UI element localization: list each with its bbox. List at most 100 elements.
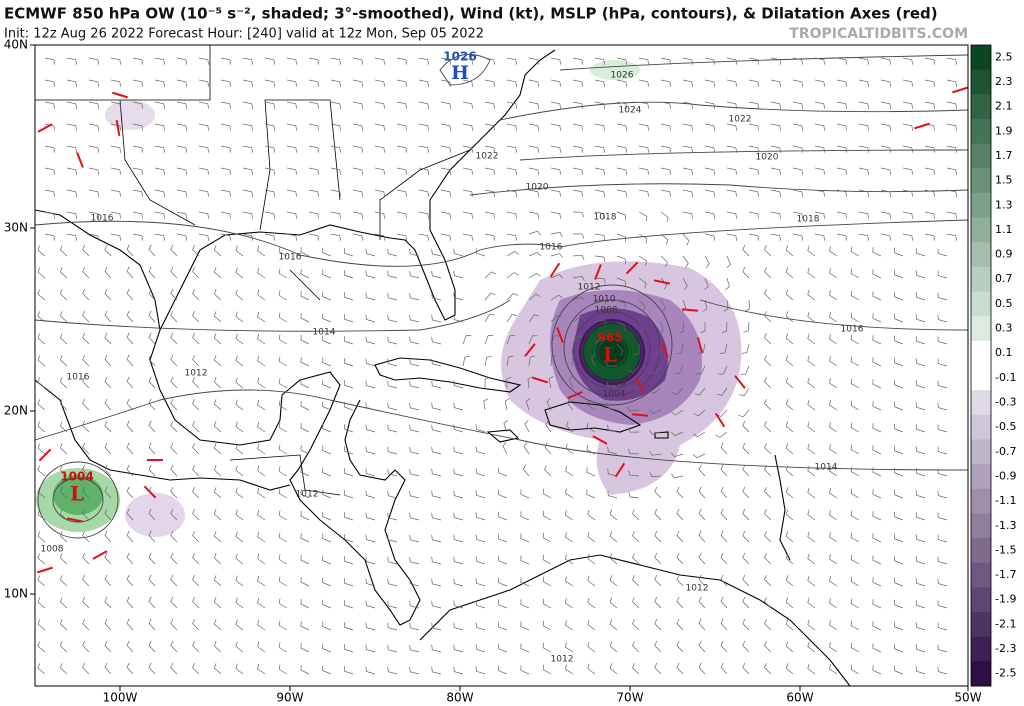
wind-barb — [176, 145, 188, 153]
wind-barb — [365, 336, 376, 345]
wind-barb — [110, 57, 122, 65]
wind-barb — [308, 145, 320, 153]
colorbar-label: -2.1 — [995, 617, 1016, 630]
wind-barb — [937, 292, 948, 301]
wind-barb — [104, 354, 112, 367]
wind-barb — [654, 552, 662, 565]
wind-barb — [278, 554, 288, 565]
wind-barb — [528, 145, 540, 153]
wind-barb — [213, 641, 222, 653]
wind-barb — [409, 248, 420, 257]
wind-barb — [654, 508, 662, 521]
wind-barb — [720, 596, 728, 609]
wind-barb — [104, 376, 112, 389]
wind-barb — [682, 277, 688, 290]
wind-barb — [572, 335, 583, 345]
wind-barb — [453, 600, 464, 609]
wind-barb — [278, 246, 288, 257]
wind-barb — [475, 490, 486, 499]
wind-barb — [343, 600, 354, 609]
wind-barb — [836, 57, 848, 65]
colorbar-label: 2.1 — [995, 100, 1013, 113]
wind-barb — [418, 233, 430, 241]
wind-barb — [792, 145, 804, 153]
wind-barb — [278, 422, 288, 433]
wind-barb — [104, 310, 112, 323]
wind-barb — [591, 353, 596, 367]
wind-barb — [850, 532, 860, 543]
wind-barb — [946, 211, 958, 219]
map-frame — [34, 44, 969, 687]
wind-barb — [792, 211, 804, 219]
wind-barb — [235, 245, 244, 257]
wind-barb — [82, 266, 90, 279]
wind-barb — [132, 167, 144, 175]
lon-label: 100W — [103, 691, 138, 705]
lon-label: 80W — [446, 691, 473, 705]
wind-barb — [235, 663, 244, 675]
lon-label: 70W — [616, 691, 643, 705]
wind-barb — [192, 420, 200, 433]
wind-barb — [726, 189, 738, 197]
wind-barb — [484, 167, 496, 175]
wind-barb — [59, 597, 68, 609]
wind-barb — [192, 244, 200, 257]
wind-barb — [264, 57, 276, 65]
wind-barb — [550, 57, 562, 65]
wind-barb — [409, 446, 420, 455]
wind-barb — [462, 167, 474, 175]
wind-barb — [785, 553, 794, 565]
wind-barb — [104, 618, 112, 631]
wind-barb — [946, 79, 958, 87]
wind-barb — [725, 277, 730, 290]
wind-barb — [607, 468, 618, 477]
wind-barb — [696, 365, 706, 375]
wind-barb — [807, 421, 816, 433]
wind-barb — [300, 291, 310, 301]
wind-barb — [638, 79, 650, 87]
isobar — [573, 311, 651, 389]
wind-barb — [176, 57, 188, 65]
wind-barb — [235, 399, 244, 411]
colorbar-swatch — [971, 439, 991, 465]
wind-barb — [387, 446, 398, 455]
wind-barb — [198, 211, 210, 219]
wind-barb — [343, 248, 354, 257]
wind-barb — [915, 358, 926, 367]
wind-barb — [937, 248, 948, 257]
wind-barb — [322, 599, 332, 609]
wind-barb — [565, 443, 574, 455]
wind-barb — [504, 398, 510, 411]
wind-barb — [409, 292, 420, 301]
wind-barb — [300, 599, 310, 609]
wind-barb — [924, 145, 936, 153]
wind-barb — [110, 189, 122, 197]
wind-barb — [748, 101, 760, 109]
ow-shading-negative — [125, 493, 185, 537]
isobar — [37, 461, 119, 539]
wind-barb — [104, 486, 112, 499]
wind-barb — [484, 145, 496, 153]
wind-barb — [894, 533, 904, 543]
wind-barb — [858, 79, 870, 87]
wind-barb — [632, 597, 640, 609]
wind-barb — [308, 167, 320, 175]
wind-barb — [37, 355, 46, 367]
wind-barb — [220, 189, 232, 197]
wind-barb — [764, 618, 772, 631]
wind-barb — [418, 79, 430, 87]
wind-barb — [257, 619, 266, 631]
wind-barb — [242, 57, 254, 65]
isobar-label: 1008 — [595, 306, 618, 316]
wind-barb — [550, 355, 557, 367]
wind-barb — [742, 552, 750, 565]
wind-barb — [278, 532, 288, 543]
wind-barb — [330, 79, 342, 87]
wind-barb — [104, 662, 112, 675]
wind-barb — [814, 189, 826, 197]
wind-barb — [698, 464, 706, 477]
wind-barb — [565, 465, 574, 477]
wind-barb — [192, 376, 200, 389]
wind-barb — [894, 577, 904, 587]
wind-barb — [587, 553, 596, 565]
